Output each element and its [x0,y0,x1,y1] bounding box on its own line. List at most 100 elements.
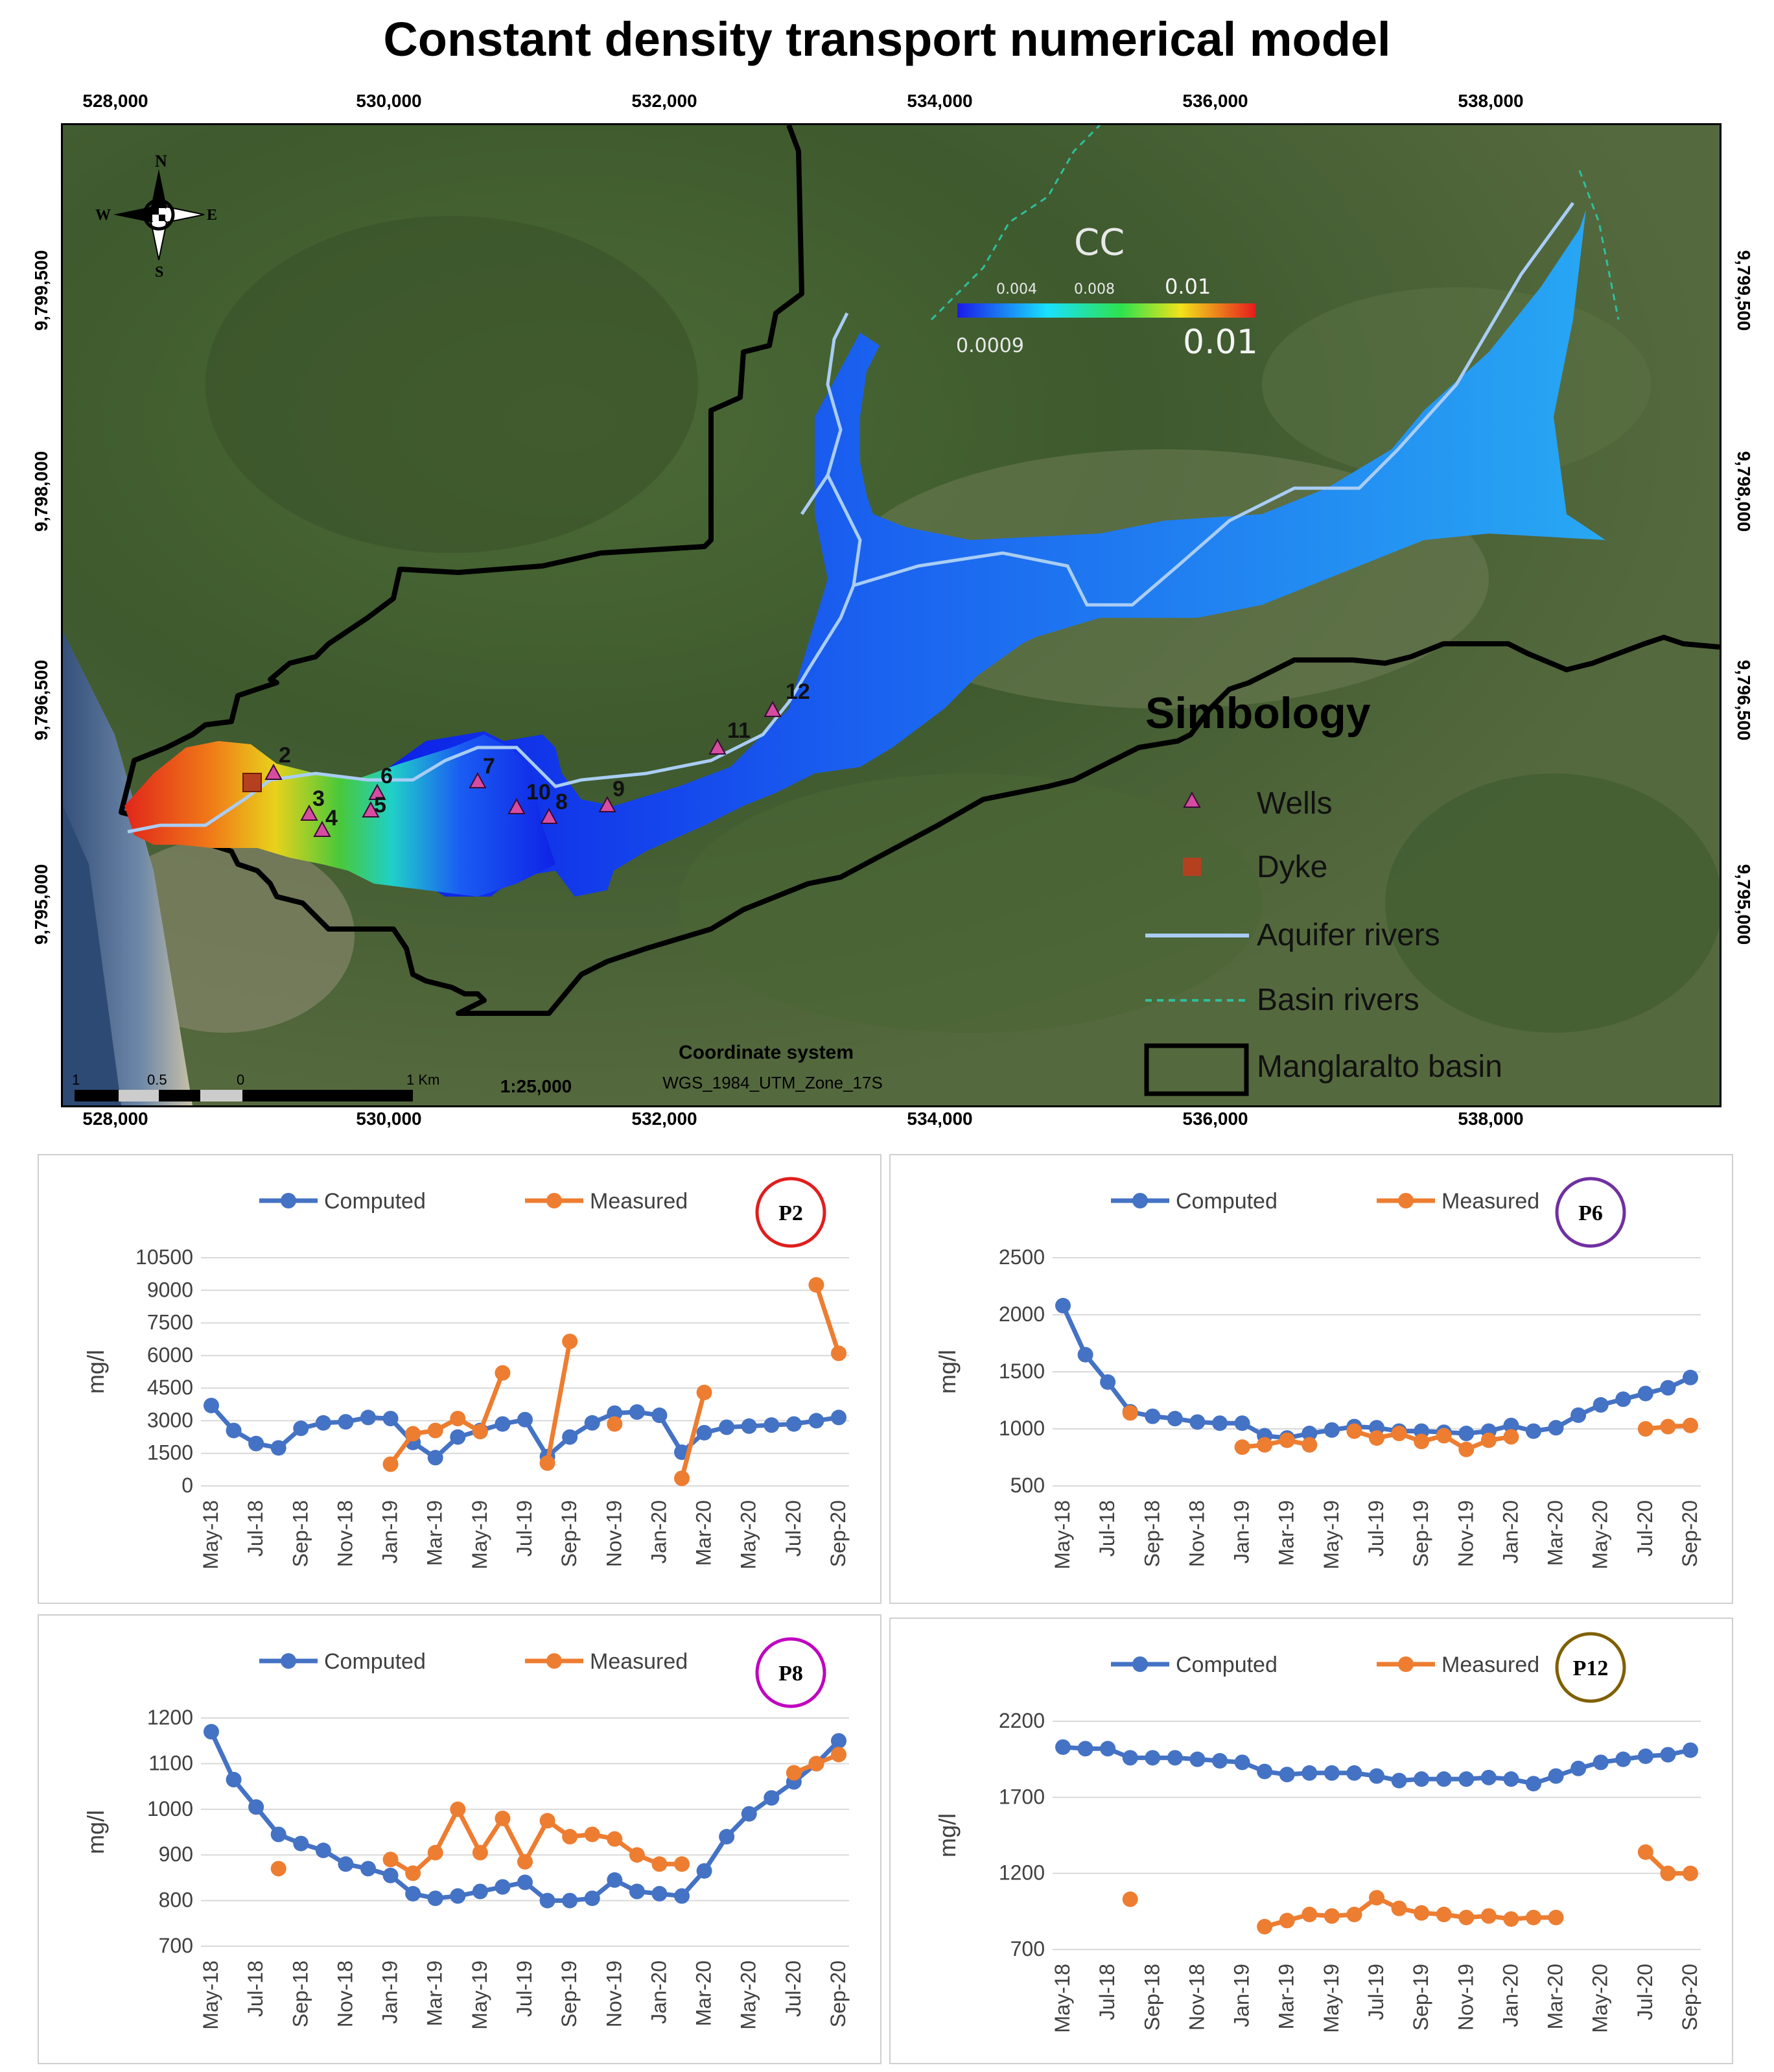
data-point-computed [517,1411,533,1428]
x-tick-label: May-18 [1051,1964,1074,2033]
y-tick-left: 9,795,000 [31,864,51,945]
north-arrow: N S E W [95,152,217,281]
data-point-measured [539,1455,555,1471]
data-point-computed [741,1806,757,1822]
scale-bar: 1 0.5 0 1 Km 1:25,000 [72,1072,572,1101]
svg-text:Aquifer rivers: Aquifer rivers [1257,918,1440,952]
x-tick-label: Jul-19 [513,1960,536,2017]
legend-measured-label: Measured [590,1649,688,1674]
legend-measured-marker [1398,1656,1414,1672]
badge-circle [1555,1177,1626,1248]
well-marker[interactable] [598,795,616,812]
well-marker[interactable] [368,783,386,800]
chart-p12: 2200 1700 1200 700 mg/l May-18 Jul-18 Sep-18 Nov… [934,1632,1701,2033]
well-marker[interactable] [540,807,558,824]
svg-text:CC: CC [1074,222,1125,264]
data-point-computed [607,1872,623,1888]
well-marker[interactable] [469,771,487,788]
data-point-measured [1279,1913,1295,1929]
data-point-measured [472,1424,488,1440]
x-tick-label: Jul-20 [1633,1964,1657,2020]
x-tick-label: May-18 [199,1960,222,2030]
x-tick-label: Jan-20 [1499,1500,1522,1564]
data-point-measured [450,1411,466,1427]
x-tick-label: Jan-19 [1230,1500,1254,1564]
badge-label: P2 [778,1201,803,1225]
data-point-computed [1301,1765,1318,1781]
data-point-measured [562,1829,578,1845]
svg-text:W: W [95,207,111,224]
data-point-computed [1167,1750,1183,1766]
data-point-computed [1615,1391,1631,1407]
well-marker[interactable] [264,763,283,780]
chart-p6: 2500 2000 1500 1000 500 mg/l May-18 Jul-18 Sep-1… [934,1177,1701,1570]
y-tick-label: 1100 [148,1751,193,1774]
data-point-computed [226,1422,242,1439]
well-marker[interactable] [508,797,526,814]
data-point-measured [1458,1909,1475,1925]
well-marker[interactable] [313,820,331,837]
data-point-computed [382,1867,399,1883]
page-title: Constant density transport numerical mod… [383,12,1391,66]
well-label: 2 [279,743,291,768]
data-point-computed [1637,1385,1653,1402]
x-tick-label: Jan-19 [379,1960,402,2024]
well-marker[interactable] [764,700,782,717]
data-point-measured [1683,1865,1698,1881]
y-axis-label: mg/l [82,1810,109,1854]
y-tick-right: 9,795,000 [1734,864,1754,945]
data-point-computed [1548,1768,1564,1784]
data-point-measured [1279,1432,1295,1448]
x-tick-bottom: 532,000 [631,1109,697,1129]
legend-measured-label: Measured [590,1189,688,1214]
x-tick-label: Sep-18 [1140,1500,1163,1567]
well-marker[interactable] [362,801,380,818]
data-point-measured [1391,1900,1407,1916]
svg-text:1: 1 [72,1072,80,1088]
data-point-computed [1145,1408,1161,1424]
series-line-measured [545,1341,572,1464]
y-tick-label: 2500 [999,1245,1045,1269]
map-frame[interactable]: 2 3 4 5 6 7 10 8 9 11 12 N S E W CC 0.00… [61,123,1721,1107]
svg-text:0.5: 0.5 [147,1072,167,1088]
well-marker[interactable] [300,804,318,821]
data-point-computed [1077,1347,1093,1363]
y-axis-label: mg/l [82,1350,109,1394]
x-tick-label: Sep-19 [557,1500,581,1567]
y-tick-label: 800 [159,1889,193,1912]
y-tick-label: 1500 [999,1360,1045,1383]
data-point-computed [360,1861,376,1877]
data-point-measured [1369,1430,1384,1446]
x-tick-label: Sep-18 [288,1960,312,2027]
x-tick-label: Jul-18 [244,1960,267,2017]
y-axis-label: mg/l [934,1350,961,1394]
data-point-computed [831,1733,846,1749]
data-point-measured [607,1416,623,1432]
svg-text:0.01: 0.01 [1165,274,1211,299]
y-tick-left: 9,799,500 [31,250,51,331]
series-line-measured [389,1807,682,1876]
svg-text:WGS_1984_UTM_Zone_17S: WGS_1984_UTM_Zone_17S [662,1073,883,1092]
x-tick-bottom: 528,000 [82,1109,148,1129]
data-point-measured [1369,1890,1384,1906]
x-tick-label: Nov-19 [602,1500,625,1567]
x-tick-label: May-19 [468,1500,491,1570]
dyke-marker[interactable] [242,773,262,792]
data-point-computed [226,1772,242,1788]
data-point-computed [1391,1772,1407,1789]
data-point-computed [204,1397,219,1413]
x-tick-label: Mar-20 [692,1960,716,2026]
x-tick-label: Mar-19 [1275,1964,1298,2029]
svg-text:N: N [155,152,167,171]
data-point-computed [1077,1741,1093,1757]
x-tick-top: 534,000 [907,91,973,111]
x-tick-label: May-20 [737,1960,760,2030]
data-point-computed [270,1440,286,1456]
data-point-computed [1324,1765,1340,1781]
well-label: 3 [312,786,325,811]
well-marker[interactable] [708,738,727,755]
data-point-measured [674,1856,690,1872]
data-point-computed [696,1863,712,1879]
data-point-measured [831,1747,846,1763]
y-tick-left: 9,798,000 [31,451,51,532]
